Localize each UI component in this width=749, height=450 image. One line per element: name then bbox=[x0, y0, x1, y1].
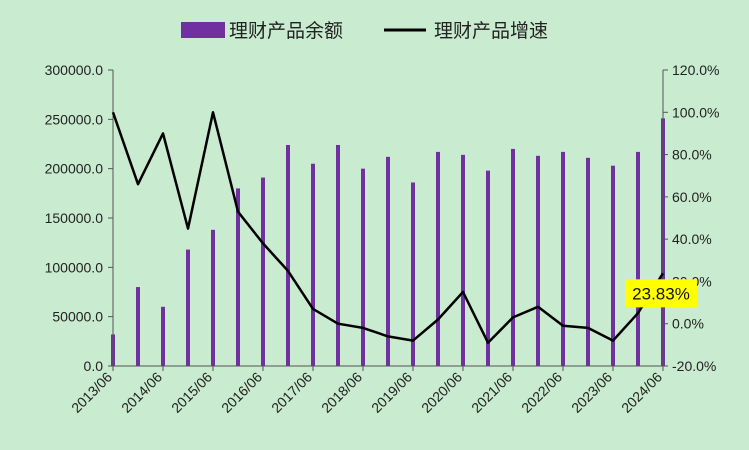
legend-swatch-bar bbox=[181, 22, 225, 38]
callout-box bbox=[625, 279, 697, 308]
value-callout: 23.83% bbox=[625, 279, 697, 308]
x-tick-label: 2019/06 bbox=[368, 369, 415, 416]
y-tick-label-left: 50000.0 bbox=[52, 309, 103, 325]
bar bbox=[511, 148, 515, 366]
bar bbox=[161, 306, 165, 366]
line-series bbox=[111, 111, 665, 344]
x-tick-label: 2020/06 bbox=[418, 369, 465, 416]
legend: 理财产品余额 理财产品增速 bbox=[181, 20, 548, 42]
y-tick-label-right: 0.0% bbox=[672, 316, 704, 332]
bar bbox=[286, 144, 290, 366]
bar bbox=[336, 144, 340, 366]
bar bbox=[461, 154, 465, 366]
axes: 0.0 50000.0 100000.0 150000.0 200000.0 250000… bbox=[45, 62, 720, 416]
bar bbox=[586, 157, 590, 366]
bar bbox=[361, 168, 365, 366]
bar bbox=[311, 163, 315, 366]
bar bbox=[261, 177, 265, 366]
bar bbox=[486, 170, 490, 366]
y-tick-label-right: 80.0% bbox=[672, 147, 712, 163]
x-tick-label: 2021/06 bbox=[468, 369, 515, 416]
bar bbox=[236, 188, 240, 366]
y-tick-label-left: 100000.0 bbox=[45, 259, 104, 275]
y-tick-label-right: 40.0% bbox=[672, 231, 712, 247]
bar bbox=[611, 165, 615, 366]
y-tick-label-left: 300000.0 bbox=[45, 62, 104, 78]
bar bbox=[436, 151, 440, 366]
y-tick-label-left: 200000.0 bbox=[45, 161, 104, 177]
y-tick-label-right: -20.0% bbox=[672, 358, 716, 374]
x-tick-label: 2022/06 bbox=[518, 369, 565, 416]
legend-label: 理财产品增速 bbox=[434, 20, 548, 42]
x-tick-label: 2017/06 bbox=[268, 369, 315, 416]
bar bbox=[561, 151, 565, 366]
x-tick-label: 2013/06 bbox=[68, 369, 115, 416]
bar bbox=[186, 249, 190, 366]
x-tick-label: 2023/06 bbox=[568, 369, 615, 416]
y-tick-label-right: 120.0% bbox=[672, 62, 719, 78]
y-tick-label-right: 100.0% bbox=[672, 104, 719, 120]
bar bbox=[386, 156, 390, 366]
bar bbox=[636, 151, 640, 366]
bar-series bbox=[111, 118, 665, 366]
x-tick-label: 2024/06 bbox=[618, 369, 665, 416]
y-tick-label-left: 150000.0 bbox=[45, 210, 104, 226]
x-tick-label: 2014/06 bbox=[118, 369, 165, 416]
x-tick-label: 2018/06 bbox=[318, 369, 365, 416]
y-tick-label-left: 0.0 bbox=[84, 358, 104, 374]
y-tick-label-left: 250000.0 bbox=[45, 111, 104, 127]
bar bbox=[211, 229, 215, 366]
bar bbox=[536, 155, 540, 366]
x-tick-label: 2015/06 bbox=[168, 369, 215, 416]
y-tick-label-right: 60.0% bbox=[672, 189, 712, 205]
callout-label: 23.83% bbox=[632, 284, 690, 303]
x-tick-label: 2016/06 bbox=[218, 369, 265, 416]
bar bbox=[136, 287, 140, 366]
bar bbox=[411, 182, 415, 366]
legend-label: 理财产品余额 bbox=[229, 20, 343, 42]
